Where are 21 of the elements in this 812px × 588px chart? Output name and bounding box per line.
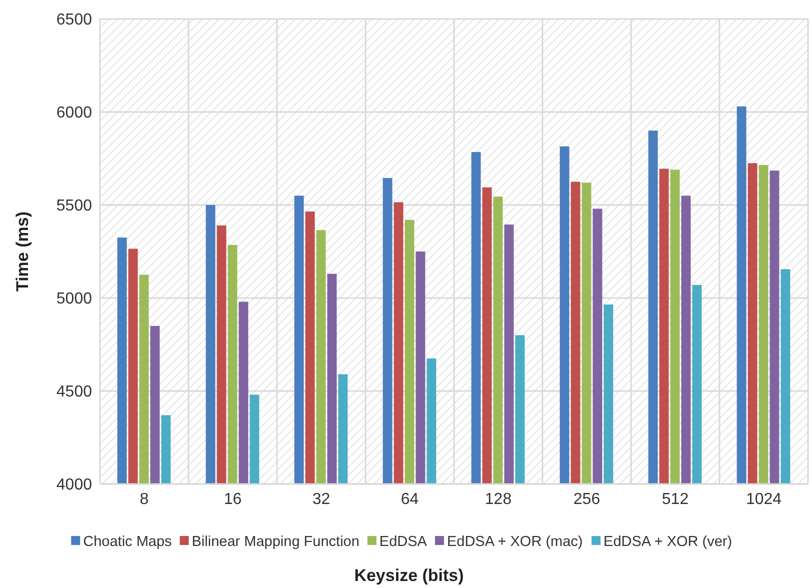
x-tick-label: 1024 [746, 491, 782, 508]
y-tick-label: 5500 [56, 198, 92, 215]
y-tick-label: 5000 [56, 290, 92, 308]
y-tick-label: 6000 [56, 104, 92, 122]
legend-label: EdDSA [379, 534, 428, 550]
legend-label: EdDSA + XOR (mac) [446, 534, 583, 550]
x-tick-label: 128 [484, 491, 512, 508]
x-tick-label: 16 [224, 491, 242, 508]
x-tick-label: 32 [312, 491, 330, 508]
x-tick-label: 512 [662, 491, 689, 508]
y-axis-title: Time (ms) [13, 212, 32, 292]
legend-label: EdDSA + XOR (ver) [604, 534, 732, 550]
legend-label: Choatic Maps [83, 534, 172, 550]
y-tick-label: 4500 [56, 384, 92, 401]
x-axis-title: Keysize (bits) [354, 566, 464, 585]
x-tick-label: 256 [573, 491, 600, 508]
x-tick-label: 8 [140, 491, 149, 508]
legend-label: Bilinear Mapping Function [192, 534, 360, 550]
y-tick-label: 4000 [56, 476, 92, 494]
x-tick-label: 64 [400, 491, 419, 508]
y-tick-label: 6500 [56, 12, 92, 29]
